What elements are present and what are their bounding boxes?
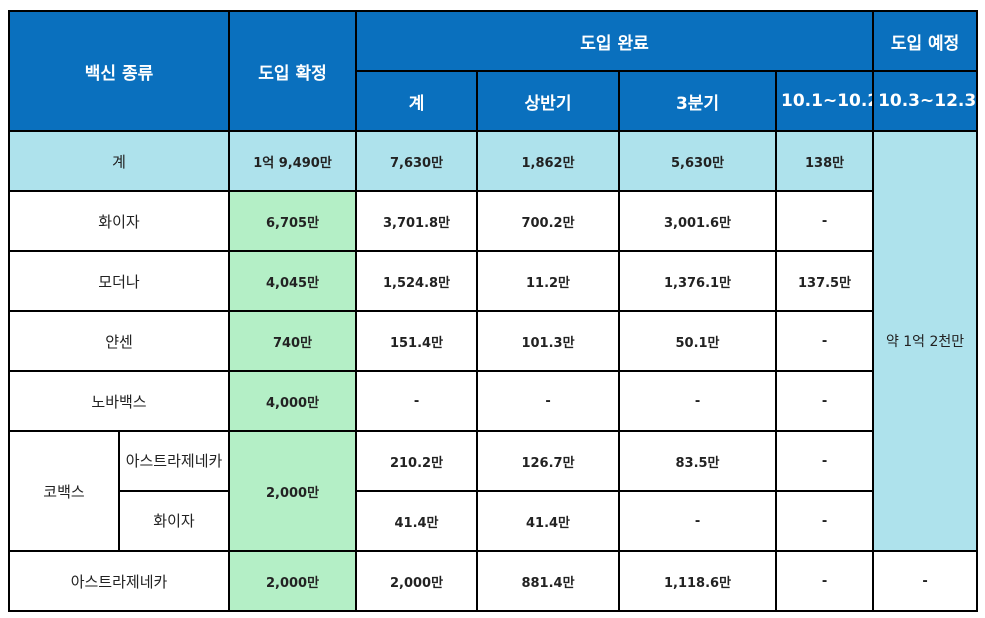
first-half-cell: 101.3만 xyxy=(476,310,621,372)
completed-total-cell: 41.4만 xyxy=(355,490,479,552)
planned-total-cell: 약 1억 2천만 xyxy=(872,130,979,552)
q3-cell: 1,118.6만 xyxy=(618,550,778,612)
completed-total-cell: 3,701.8만 xyxy=(355,190,479,252)
completed-total-cell: 7,630만 xyxy=(355,130,479,192)
confirmed-cell: 4,045만 xyxy=(228,250,358,312)
q3-cell: - xyxy=(618,490,778,552)
confirmed-cell: 2,000만 xyxy=(228,550,358,612)
completed-total-cell: 210.2만 xyxy=(355,430,479,492)
header-vaccine-type: 백신 종류 xyxy=(7,10,231,132)
q3-cell: 50.1만 xyxy=(618,310,778,372)
first-half-cell: 1,862만 xyxy=(476,130,621,192)
oct-cell: - xyxy=(775,490,875,552)
completed-total-cell: 151.4만 xyxy=(355,310,479,372)
first-half-cell: 11.2만 xyxy=(476,250,621,312)
oct-cell: - xyxy=(775,310,875,372)
sub-row-label: 아스트라제네카 xyxy=(117,430,231,492)
planned-cell: - xyxy=(872,550,979,612)
oct-cell: - xyxy=(775,430,875,492)
completed-total-cell: - xyxy=(355,370,479,432)
table-row-pfizer: 화이자 6,705만 3,701.8만 700.2만 3,001.6만 - xyxy=(7,190,977,252)
confirmed-cell: 4,000만 xyxy=(228,370,358,432)
row-label: 계 xyxy=(7,130,231,192)
table-row-astrazeneca: 아스트라제네카 2,000만 2,000만 881.4만 1,118.6만 - … xyxy=(7,550,979,612)
covax-label: 코백스 xyxy=(8,430,120,552)
first-half-cell: 41.4만 xyxy=(476,490,621,552)
q3-cell: 1,376.1만 xyxy=(618,250,778,312)
row-label: 노바백스 xyxy=(7,370,231,432)
first-half-cell: 700.2만 xyxy=(476,190,621,252)
completed-total-cell: 1,524.8만 xyxy=(355,250,479,312)
table-row-moderna: 모더나 4,045만 1,524.8만 11.2만 1,376.1만 137.5… xyxy=(7,250,977,312)
table-row-total: 계 1억 9,490만 7,630만 1,862만 5,630만 138만 약 … xyxy=(7,130,979,552)
oct-cell: 138만 xyxy=(775,130,875,192)
table-row-covax-pfizer: 화이자 41.4만 41.4만 - - xyxy=(9,490,977,552)
q3-cell: - xyxy=(618,370,778,432)
header-completed-total: 계 xyxy=(355,70,479,132)
vaccine-import-table: 백신 종류 도입 확정 도입 완료 도입 예정 계 상반기 3분기 10.1~1… xyxy=(7,10,979,612)
header-planned: 도입 예정 xyxy=(872,10,979,72)
completed-total-cell: 2,000만 xyxy=(355,550,479,612)
header-confirmed: 도입 확정 xyxy=(228,10,358,132)
header-completed: 도입 완료 xyxy=(355,10,875,72)
sub-row-label: 화이자 xyxy=(117,490,231,552)
row-label: 화이자 xyxy=(7,190,231,252)
q3-cell: 3,001.6만 xyxy=(618,190,778,252)
header-oct1-oct2: 10.1~10.2 xyxy=(775,70,875,132)
row-label: 얀센 xyxy=(7,310,231,372)
table-row-novavax: 노바백스 4,000만 - - - - xyxy=(7,370,977,432)
confirmed-cell: 2,000만 xyxy=(228,430,358,552)
row-label: 아스트라제네카 xyxy=(7,550,231,612)
table-row-covax-astrazeneca: 코백스 아스트라제네카 2,000만 210.2만 126.7만 83.5만 - xyxy=(8,430,977,552)
oct-cell: - xyxy=(775,370,875,432)
confirmed-cell: 1억 9,490만 xyxy=(228,130,358,192)
q3-cell: 5,630만 xyxy=(618,130,778,192)
oct-cell: - xyxy=(775,190,875,252)
first-half-cell: 881.4만 xyxy=(476,550,621,612)
header-first-half: 상반기 xyxy=(476,70,621,132)
confirmed-cell: 740만 xyxy=(228,310,358,372)
oct-cell: 137.5만 xyxy=(775,250,875,312)
first-half-cell: - xyxy=(476,370,621,432)
q3-cell: 83.5만 xyxy=(618,430,778,492)
oct-cell: - xyxy=(775,550,875,612)
header-q3: 3분기 xyxy=(618,70,778,132)
header-oct3-dec31: 10.3~12.31 xyxy=(872,70,979,132)
table-row-janssen: 얀센 740만 151.4만 101.3만 50.1만 - xyxy=(7,310,977,372)
confirmed-cell: 6,705만 xyxy=(228,190,358,252)
first-half-cell: 126.7만 xyxy=(476,430,621,492)
row-label: 모더나 xyxy=(7,250,231,312)
